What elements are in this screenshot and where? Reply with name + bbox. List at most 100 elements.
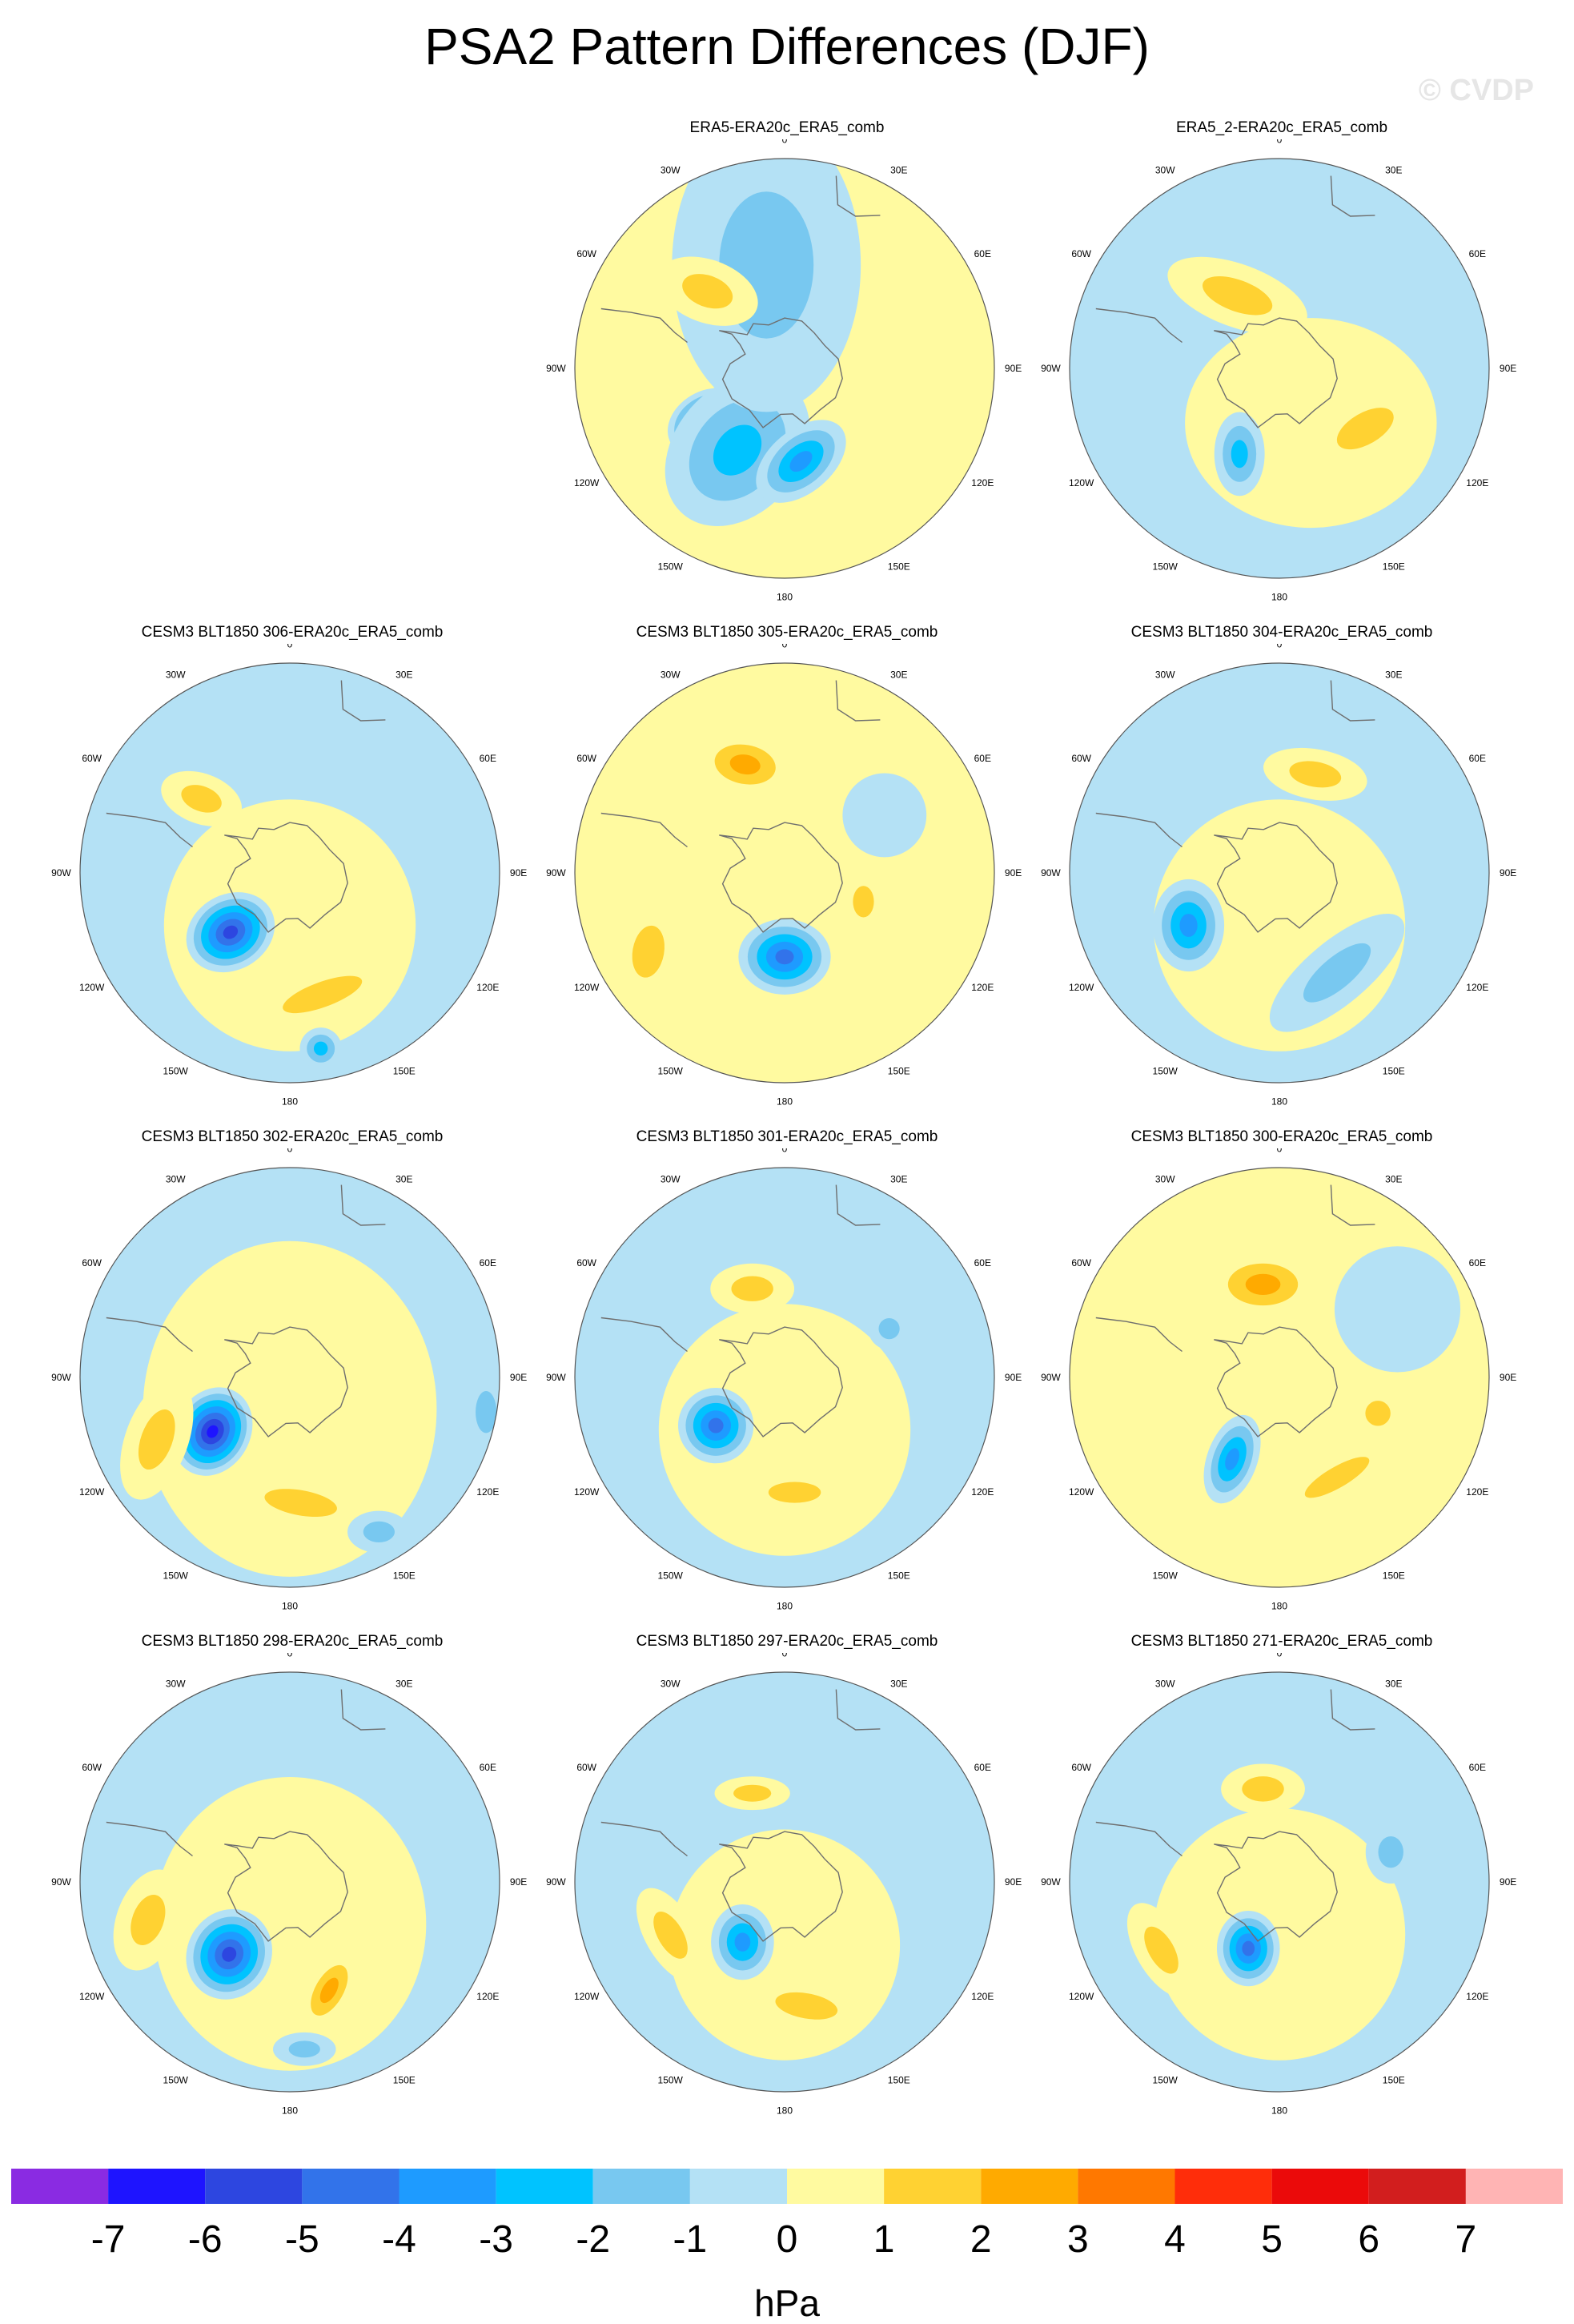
colorbar-units: hPa [754,2282,820,2324]
longitude-label: 30E [890,669,907,681]
longitude-label: 60W [1071,1762,1091,1773]
longitude-label: 30E [1385,165,1402,176]
contour-blob [713,424,762,476]
longitude-label: 30E [1385,1174,1402,1185]
longitude-label: 60W [82,753,102,764]
colorbar-swatch [592,2169,690,2204]
longitude-label: 90W [546,1372,566,1383]
longitude-label: 120E [1466,1991,1488,2002]
longitude-label: 150W [163,1065,189,1076]
polar-map: 0 30E 60E 90E 120E 150E 180 150W 120W 90W 60W 30W [51,1148,527,1612]
polar-map: 0 30E 60E 90E 120E 150E 180 150W 120W 90W 60W 30W [546,1653,1022,2117]
colorbar-tick-label: 4 [1164,2218,1186,2261]
polar-map: 0 30E 60E 90E 120E 150E 180 150W 120W 90W 60W 30W [1041,1148,1516,1612]
longitude-label: 150W [658,1065,684,1076]
longitude-label: 120W [574,982,600,993]
contour-blob [1202,276,1273,316]
map-border [574,662,995,1084]
longitude-label: 180 [777,1601,793,1612]
longitude-label: 180 [777,592,793,603]
longitude-label: 30W [1155,669,1175,681]
contour-blob [264,1489,337,1518]
longitude-label: 120W [1069,1991,1094,2002]
contour-blob [768,1482,821,1503]
contour-blob [1144,1926,1178,1974]
antarctica-coastline [1214,317,1338,428]
map-panel: CESM3 BLT1850 302-ERA20c_ERA5_comb 0 30E 60… [50,1128,535,1624]
south-america-coastline [106,1821,193,1857]
background-field [575,663,994,1083]
longitude-label: 30E [1385,1679,1402,1690]
watermark: © CVDP [1418,74,1534,107]
contour-blob [731,1276,773,1301]
longitude-label: 60E [480,1762,496,1773]
longitude-label: 0 [1277,139,1283,145]
longitude-label: 120W [79,1486,105,1498]
longitude-label: 60W [576,1762,596,1773]
longitude-label: 60W [576,248,596,259]
contour-blob [682,274,733,309]
map-panel: CESM3 BLT1850 305-ERA20c_ERA5_comb 0 30E 60… [544,623,1030,1120]
longitude-label: 60E [1469,248,1486,259]
colorbar-tick-label: -5 [285,2218,319,2261]
colorbar-swatch [1368,2169,1466,2204]
contour-blob [658,1304,911,1556]
contour-blob [1365,1401,1391,1426]
contour-blob [853,886,874,918]
longitude-label: 30E [396,1174,412,1185]
longitude-label: 30W [166,669,186,681]
longitude-label: 120E [971,477,994,489]
contour-blob [1225,1448,1239,1470]
contour-blob [1336,408,1394,450]
colorbar-swatch [1078,2169,1175,2204]
colorbar-swatch [399,2169,496,2204]
map-border [574,158,995,579]
longitude-label: 150E [888,561,910,572]
longitude-label: 60E [974,1762,991,1773]
longitude-label: 150W [1153,2074,1178,2085]
africa-coastline [340,1184,386,1226]
longitude-label: 150W [163,2074,189,2085]
longitude-label: 150W [163,1570,189,1581]
longitude-label: 120W [1069,477,1094,489]
colorbar-tick-label: -3 [479,2218,513,2261]
longitude-label: 60E [1469,1762,1486,1773]
longitude-label: 180 [282,1096,298,1108]
longitude-label: 90E [1005,867,1022,879]
contour-blob [1289,761,1342,788]
panel-title: CESM3 BLT1850 271-ERA20c_ERA5_comb [1130,1633,1433,1650]
antarctica-coastline [224,822,348,933]
map-border [79,662,500,1084]
panel-title: ERA5-ERA20c_ERA5_comb [689,119,885,136]
longitude-label: 90W [51,867,71,879]
longitude-label: 150E [888,1570,910,1581]
contour-blob [1153,1808,1406,2061]
longitude-label: 120W [1069,982,1094,993]
antarctica-coastline [719,1831,843,1942]
map-panel: CESM3 BLT1850 306-ERA20c_ERA5_comb 0 30E 60… [50,623,535,1120]
panel-title: CESM3 BLT1850 300-ERA20c_ERA5_comb [1130,1128,1433,1145]
contour-blob [223,925,239,939]
page-title: PSA2 Pattern Differences (DJF) [424,18,1150,75]
longitude-label: 150E [1383,2074,1405,2085]
longitude-label: 30E [1385,669,1402,681]
longitude-label: 180 [1271,1601,1287,1612]
longitude-label: 90E [1500,1372,1516,1383]
contour-blob [138,1409,175,1470]
longitude-label: 150E [393,2074,416,2085]
contour-blob [734,1932,751,1952]
map-border [79,1167,500,1588]
longitude-label: 120W [574,477,600,489]
map-border [1069,662,1490,1084]
contour-blob [153,1777,427,2071]
longitude-label: 0 [782,644,788,649]
contour-blob [143,1240,437,1577]
longitude-label: 180 [1271,2105,1287,2117]
longitude-label: 150W [1153,561,1178,572]
longitude-label: 60E [480,1257,496,1269]
longitude-label: 180 [1271,1096,1287,1108]
contour-blob [1231,440,1248,468]
colorbar-swatch [981,2169,1078,2204]
colorbar-swatch [689,2169,787,2204]
longitude-label: 150E [1383,561,1405,572]
